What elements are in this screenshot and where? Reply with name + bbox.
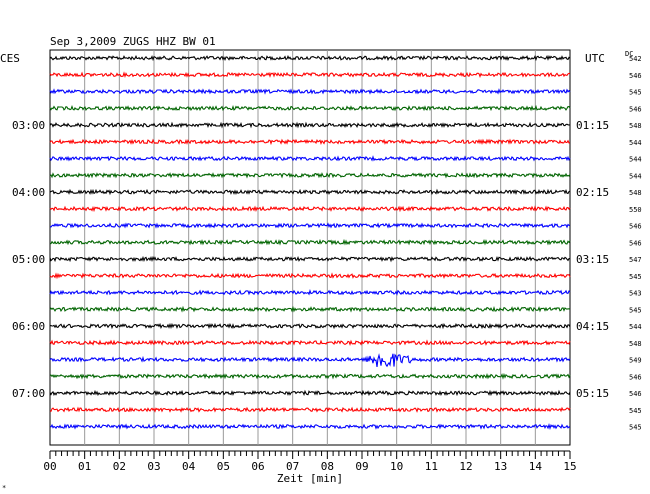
dc-offset-label: 548 — [629, 189, 642, 197]
x-axis-label: Zeit [min] — [277, 472, 343, 485]
trace-line — [49, 222, 571, 229]
trace-line — [49, 322, 571, 330]
corner-mark: * — [2, 484, 6, 492]
right-time-label: 05:15 — [576, 387, 609, 400]
dc-offset-label: 545 — [629, 273, 642, 281]
x-tick-label: 09 — [355, 460, 368, 473]
trace-line — [49, 104, 571, 112]
right-time-label: 03:15 — [576, 253, 609, 266]
trace-line — [49, 71, 570, 79]
left-time-label: 05:00 — [12, 253, 45, 266]
trace-line — [49, 238, 571, 246]
right-time-label: 02:15 — [576, 186, 609, 199]
trace-line — [49, 406, 571, 413]
chart-title: Sep 3,2009 ZUGS HHZ BW 01 — [50, 35, 216, 48]
dc-offset-label: 544 — [629, 139, 642, 147]
dc-offset-label: 546 — [629, 373, 642, 381]
dc-offset-label: 544 — [629, 323, 642, 331]
grid-lines — [84, 50, 536, 445]
dc-offset-label: 547 — [629, 256, 642, 264]
dc-offset-label: 546 — [629, 223, 642, 231]
dc-offset-label: 550 — [629, 206, 642, 214]
trace-line — [49, 205, 571, 213]
dc-header-label: DC — [625, 50, 633, 58]
dc-offset-label: 545 — [629, 407, 642, 415]
x-axis: 00 01 02 03 04 05 06 07 08 09 10 11 12 13 14 15 — [43, 450, 577, 473]
trace-line — [49, 353, 571, 368]
x-tick-label: 02 — [113, 460, 126, 473]
x-tick-label: 15 — [563, 460, 576, 473]
dc-offset-label: 549 — [629, 357, 642, 365]
x-tick-label: 00 — [43, 460, 56, 473]
x-tick-label: 08 — [321, 460, 334, 473]
dc-offset-label: 542 — [629, 55, 642, 63]
x-tick-label: 14 — [529, 460, 543, 473]
dc-offset-label: 544 — [629, 172, 642, 180]
x-tick-label: 07 — [286, 460, 299, 473]
x-tick-label: 03 — [147, 460, 160, 473]
trace-line — [49, 188, 571, 196]
left-time-label: 03:00 — [12, 119, 45, 132]
trace-line — [49, 255, 571, 263]
dc-offset-label: 544 — [629, 156, 642, 164]
dc-offset-label: 546 — [629, 239, 642, 247]
dc-offset-label: 545 — [629, 306, 642, 314]
dc-offsets: 542 546 545 546 548 544 544 544 548 550 546 546 547 5… — [629, 55, 642, 432]
dc-offset-label: 546 — [629, 72, 642, 80]
trace-line — [49, 121, 571, 129]
x-tick-label: 06 — [251, 460, 264, 473]
dc-offset-label: 545 — [629, 89, 642, 97]
x-tick-label: 10 — [390, 460, 403, 473]
trace-line — [49, 289, 571, 296]
trace-line — [49, 372, 571, 380]
left-time-label: 07:00 — [12, 387, 45, 400]
dc-offset-label: 545 — [629, 424, 642, 432]
left-timezone-label: CES — [0, 52, 20, 65]
right-time-label: 04:15 — [576, 320, 609, 333]
trace-line — [49, 172, 571, 179]
x-tick-label: 12 — [459, 460, 472, 473]
x-tick-label: 04 — [182, 460, 196, 473]
x-tick-label: 05 — [217, 460, 230, 473]
plot-frame — [49, 49, 571, 446]
trace-line — [49, 423, 571, 431]
right-timezone-label: UTC — [585, 52, 605, 65]
x-tick-label: 01 — [78, 460, 91, 473]
dc-offset-label: 548 — [629, 122, 642, 130]
time-labels: 03:00 04:00 05:00 06:00 07:00 01:15 02:15 03:15… — [12, 119, 609, 400]
right-time-label: 01:15 — [576, 119, 609, 132]
dc-offset-label: 543 — [629, 290, 642, 298]
traces — [49, 54, 571, 431]
dc-offset-label: 546 — [629, 390, 642, 398]
trace-line — [49, 272, 571, 280]
trace-line — [49, 339, 571, 346]
dc-offset-label: 548 — [629, 340, 642, 348]
dc-offset-label: 546 — [629, 105, 642, 113]
trace-line — [49, 155, 571, 162]
x-tick-label: 13 — [494, 460, 507, 473]
trace-line — [49, 54, 571, 62]
trace-line — [49, 138, 571, 146]
left-time-label: 06:00 — [12, 320, 45, 333]
trace-line — [49, 305, 571, 313]
trace-line — [49, 389, 571, 397]
left-time-label: 04:00 — [12, 186, 45, 199]
x-tick-label: 11 — [425, 460, 438, 473]
trace-line — [49, 88, 571, 95]
